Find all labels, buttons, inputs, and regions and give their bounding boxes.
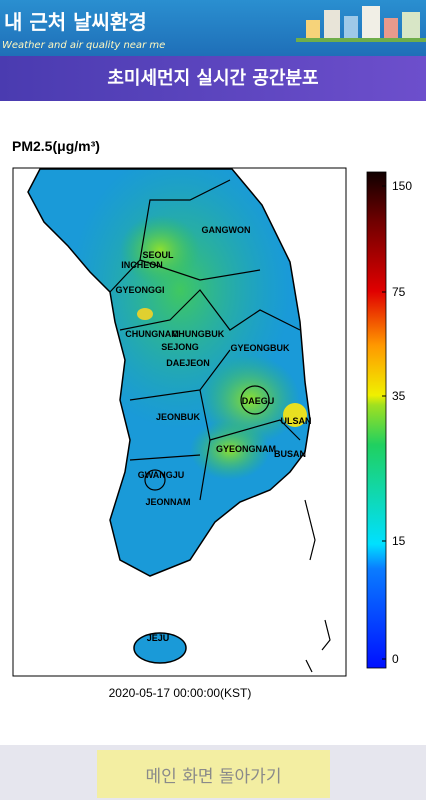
timestamp: 2020-05-17 00:00:00(KST): [109, 686, 252, 700]
region-label: SEOUL: [142, 250, 174, 260]
region-label: DAEGU: [242, 396, 275, 406]
region-label: SEJONG: [161, 342, 199, 352]
colorbar-tick-label: 75: [392, 285, 406, 299]
colorbar-tick-label: 15: [392, 534, 406, 548]
region-label: CHUNGBUK: [172, 329, 225, 339]
back-button[interactable]: 메인 화면 돌아가기: [97, 750, 330, 798]
region-label: DAEJEON: [166, 358, 210, 368]
colorbar-tick-label: 150: [392, 179, 412, 193]
app-title: 내 근처 날씨환경: [4, 10, 147, 34]
colorbar-tick-label: 0: [392, 652, 399, 666]
region-label: CHUNGNAM: [125, 329, 179, 339]
colorbar-tick-label: 35: [392, 389, 406, 403]
page-title: 초미세먼지 실시간 공간분포: [0, 56, 426, 101]
region-label: GYEONGNAM: [216, 444, 276, 454]
region-label: ULSAN: [281, 416, 312, 426]
unit-label: PM2.5(μg/m³): [12, 138, 100, 154]
city-illustration: [296, 6, 426, 42]
app-header: 내 근처 날씨환경 Weather and air quality near m…: [0, 0, 426, 56]
app-subtitle: Weather and air quality near me: [2, 40, 166, 51]
region-label: JEONBUK: [156, 412, 201, 422]
region-label: GANGWON: [202, 225, 251, 235]
region-label: INCHEON: [121, 260, 163, 270]
region-label: GYEONGBUK: [230, 343, 290, 353]
region-label: BUSAN: [274, 449, 306, 459]
region-label: JEONNAM: [145, 497, 190, 507]
colorbar: [366, 171, 387, 669]
pm25-map: PM2.5(μg/m³) 2020-05-17 00:00:00(KST) GA…: [12, 138, 412, 700]
region-label: GWANGJU: [138, 470, 185, 480]
region-label: JEJU: [147, 633, 170, 643]
region-label: GYEONGGI: [115, 285, 164, 295]
